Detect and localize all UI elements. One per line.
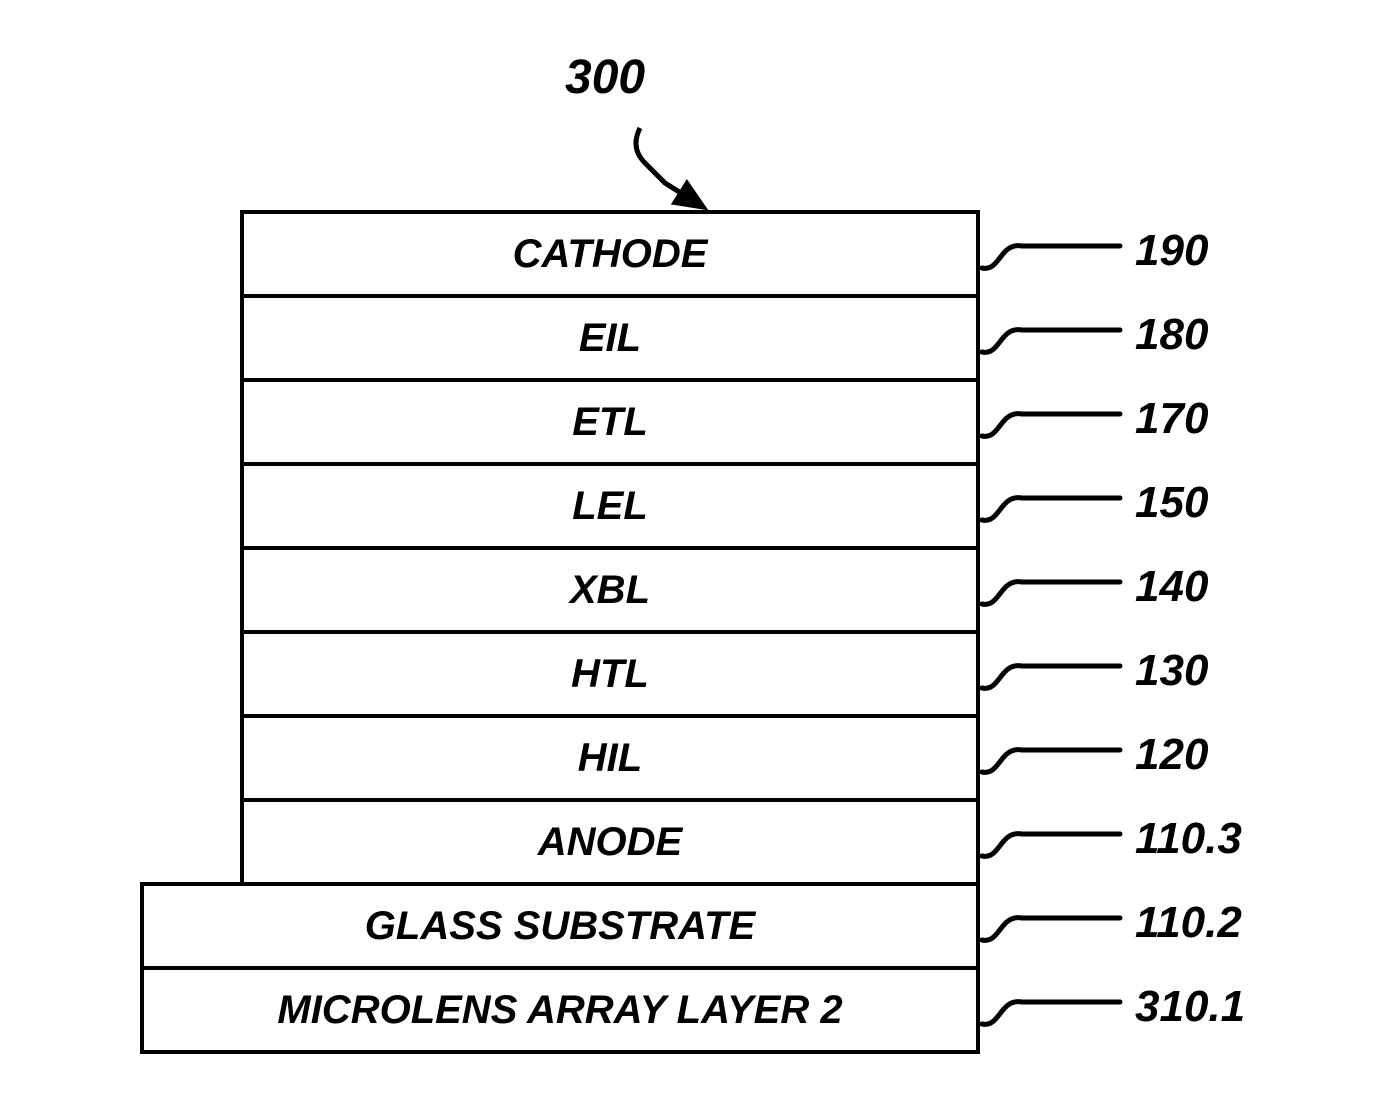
callout-label-glass: 110.2	[1135, 898, 1242, 948]
layer-hil: HIL	[240, 714, 980, 802]
callout-label-anode: 110.3	[1135, 814, 1242, 864]
callout-label-lel: 150	[1135, 478, 1208, 528]
figure-number: 300	[565, 50, 645, 105]
layer-xbl: XBL	[240, 546, 980, 634]
callout-label-eil: 180	[1135, 310, 1208, 360]
callout-label-xbl: 140	[1135, 562, 1208, 612]
callout-line-xbl	[977, 564, 1135, 616]
callout-line-etl	[977, 396, 1135, 448]
layer-anode: ANODE	[240, 798, 980, 886]
callout-label-htl: 130	[1135, 646, 1208, 696]
layer-htl: HTL	[240, 630, 980, 718]
callout-line-microlens	[977, 984, 1135, 1036]
callout-label-hil: 120	[1135, 730, 1208, 780]
layer-label-cathode: CATHODE	[513, 232, 708, 277]
layer-label-lel: LEL	[572, 484, 648, 529]
layer-label-hil: HIL	[578, 736, 642, 781]
layer-lel: LEL	[240, 462, 980, 550]
callout-line-lel	[977, 480, 1135, 532]
callout-line-htl	[977, 648, 1135, 700]
layer-eil: EIL	[240, 294, 980, 382]
callout-label-microlens: 310.1	[1135, 982, 1245, 1032]
callout-line-anode	[977, 816, 1135, 868]
layer-etl: ETL	[240, 378, 980, 466]
layer-label-htl: HTL	[571, 652, 649, 697]
layer-label-eil: EIL	[579, 316, 641, 361]
callout-label-etl: 170	[1135, 394, 1208, 444]
callout-line-cathode	[977, 228, 1135, 280]
callout-line-hil	[977, 732, 1135, 784]
layer-microlens: MICROLENS ARRAY LAYER 2	[140, 966, 980, 1054]
layer-label-microlens: MICROLENS ARRAY LAYER 2	[277, 988, 842, 1033]
layer-label-xbl: XBL	[570, 568, 650, 613]
layer-label-glass: GLASS SUBSTRATE	[365, 904, 755, 949]
callout-label-cathode: 190	[1135, 226, 1208, 276]
layer-label-etl: ETL	[572, 400, 648, 445]
layer-cathode: CATHODE	[240, 210, 980, 298]
layer-glass: GLASS SUBSTRATE	[140, 882, 980, 970]
callout-line-glass	[977, 900, 1135, 952]
layer-label-anode: ANODE	[538, 820, 682, 865]
callout-line-eil	[977, 312, 1135, 364]
